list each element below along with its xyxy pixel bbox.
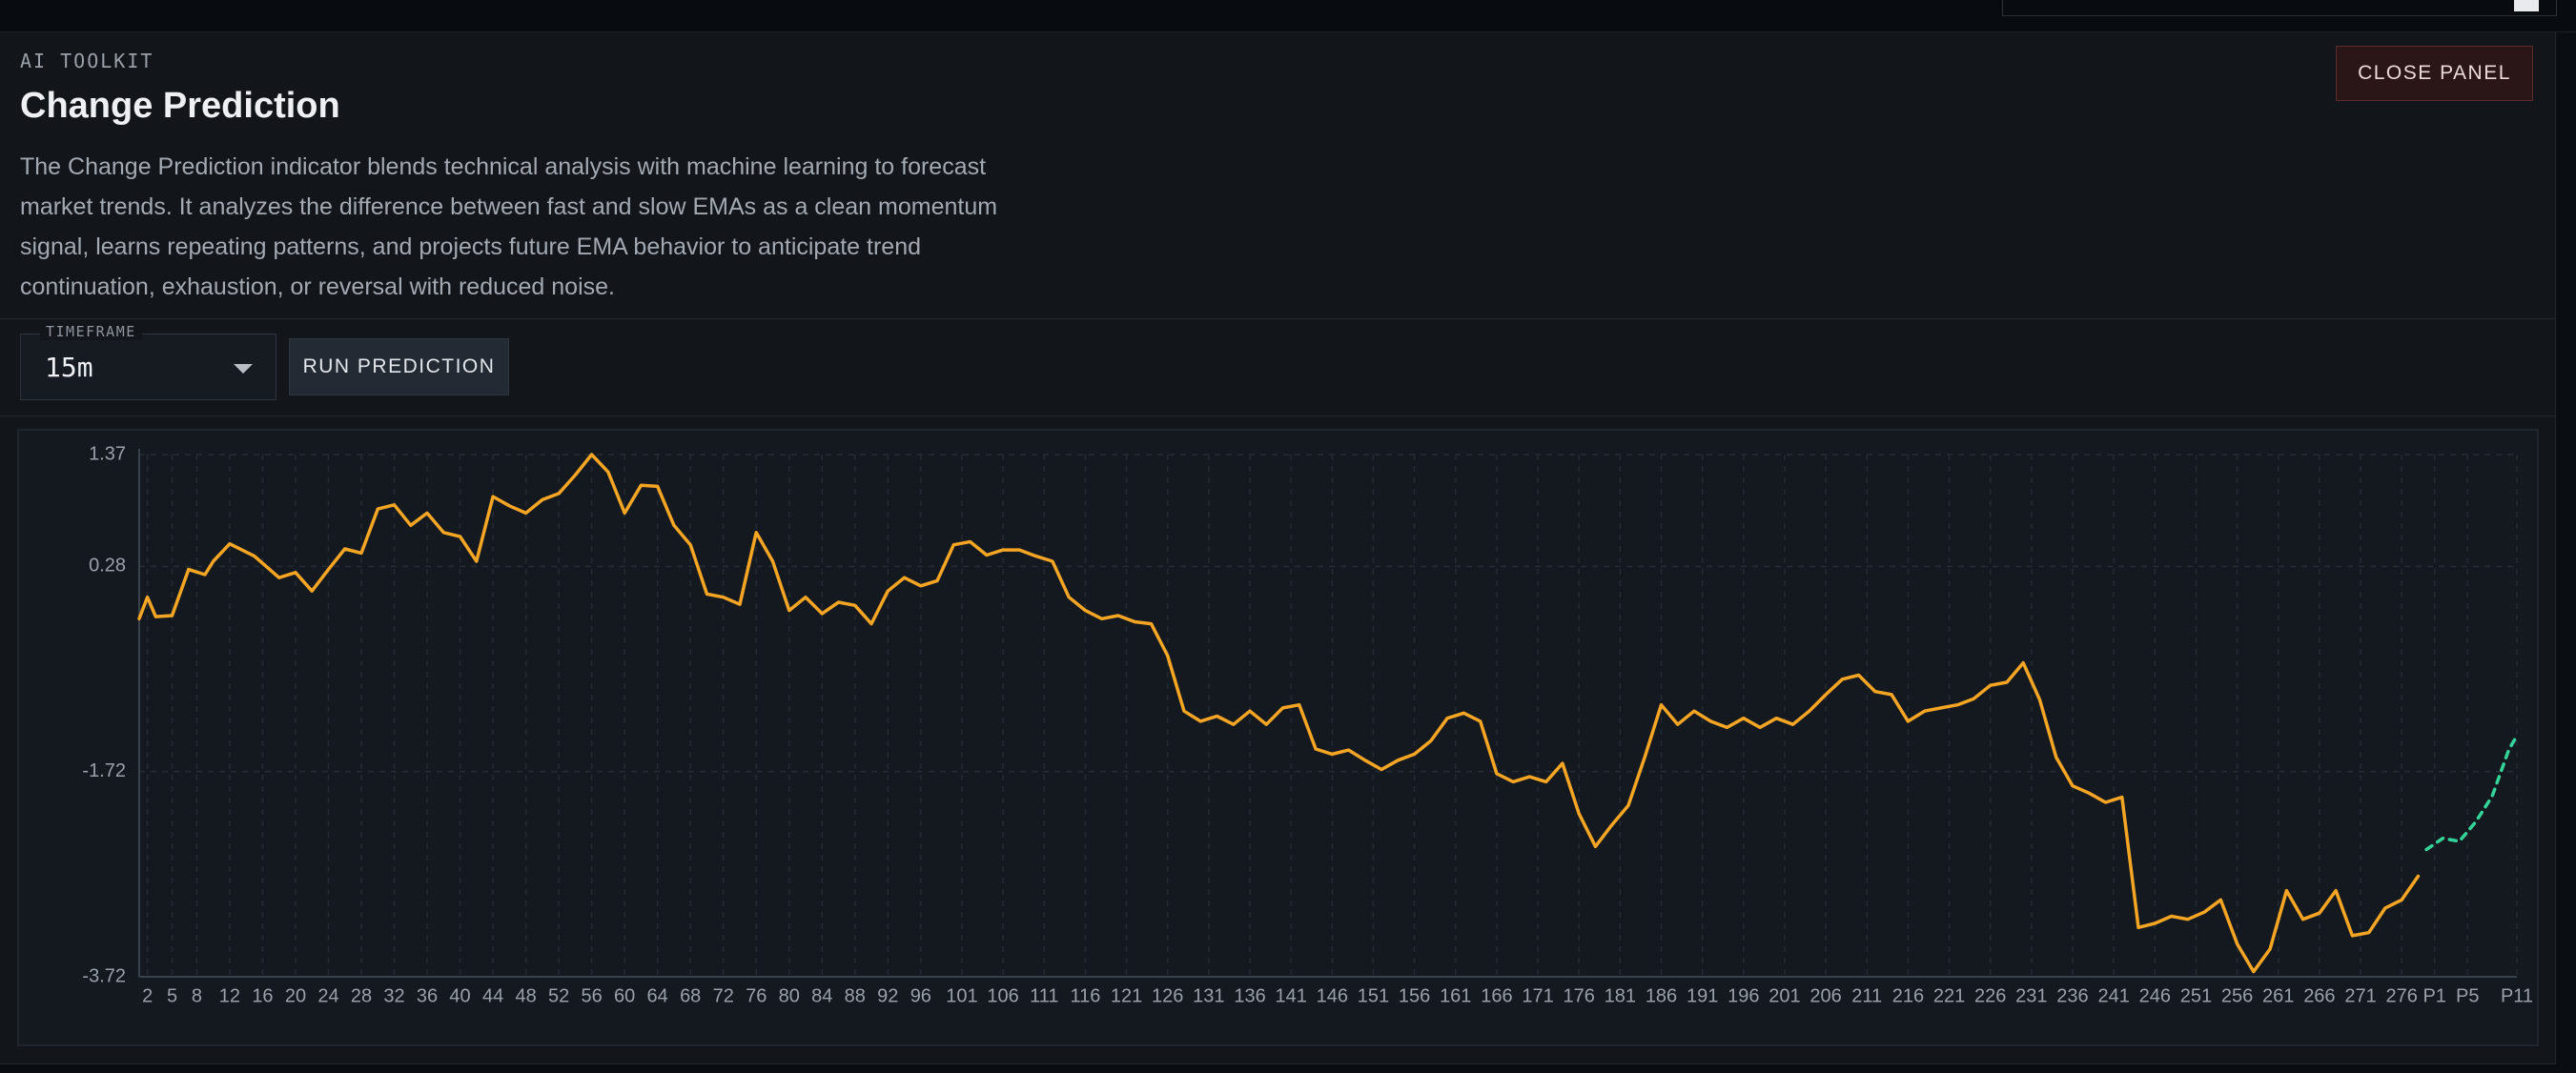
x-tick-label: 186	[1646, 985, 1677, 1006]
x-tick-label: P11	[2501, 985, 2533, 1006]
x-tick-label: 191	[1687, 985, 1718, 1006]
separator	[0, 318, 2555, 319]
x-tick-label: 216	[1892, 985, 1924, 1006]
run-button[interactable]: RUN PREDICTION	[289, 338, 509, 395]
x-tick-label: 241	[2097, 985, 2129, 1006]
x-tick-label: 101	[946, 985, 977, 1006]
x-tick-label: 206	[1809, 985, 1841, 1006]
x-tick-label: 20	[285, 985, 306, 1006]
x-tick-label: 176	[1564, 985, 1595, 1006]
y-tick-label: -1.72	[82, 760, 126, 781]
select-label: TIMEFRAME	[40, 323, 142, 340]
x-tick-label: 146	[1317, 985, 1348, 1006]
close-button[interactable]: CLOSE PANEL	[2336, 46, 2533, 101]
x-tick-label: 92	[877, 985, 898, 1006]
eyebrow: AI TOOLKIT	[20, 50, 154, 72]
x-tick-label: 271	[2344, 985, 2376, 1006]
x-tick-label: 64	[647, 985, 668, 1006]
x-tick-label: 131	[1193, 985, 1224, 1006]
x-tick-label: 236	[2056, 985, 2088, 1006]
x-tick-label: 28	[351, 985, 372, 1006]
description: The Change Prediction indicator blends t…	[20, 153, 998, 300]
series-line	[137, 453, 2421, 974]
x-tick-label: 166	[1481, 985, 1512, 1006]
x-tick-label: 181	[1605, 985, 1636, 1006]
panel-title: Change Prediction	[20, 86, 340, 126]
x-tick-label: 156	[1399, 985, 1430, 1006]
x-tick-label: 12	[219, 985, 240, 1006]
x-tick-label: 16	[252, 985, 273, 1006]
x-tick-label: 96	[910, 985, 931, 1006]
x-tick-label: 136	[1234, 985, 1265, 1006]
x-tick-label: 116	[1070, 985, 1100, 1006]
x-tick-label: 84	[811, 985, 832, 1006]
x-tick-label: 121	[1111, 985, 1142, 1006]
x-tick-label: 246	[2139, 985, 2171, 1006]
x-tick-label: 76	[746, 985, 767, 1006]
x-tick-label: 256	[2221, 985, 2253, 1006]
chart-frame	[17, 429, 2539, 1046]
x-tick-label: 5	[167, 985, 177, 1006]
x-tick-label: 261	[2262, 985, 2294, 1006]
x-tick-label: 201	[1768, 985, 1800, 1006]
x-tick-label: 32	[383, 985, 404, 1006]
x-tick-label: 72	[713, 985, 734, 1006]
x-tick-label: 161	[1440, 985, 1471, 1006]
x-tick-label: 266	[2303, 985, 2335, 1006]
series-line	[2424, 734, 2519, 852]
x-tick-label: 36	[417, 985, 438, 1006]
y-tick-label: 0.28	[89, 556, 126, 577]
x-tick-label: 68	[680, 985, 701, 1006]
x-tick-label: 221	[1933, 985, 1965, 1006]
x-tick-label: 251	[2180, 985, 2212, 1006]
x-tick-label: 52	[548, 985, 569, 1006]
x-tick-label: P1	[2423, 985, 2445, 1006]
caret	[234, 364, 253, 374]
x-tick-label: 276	[2385, 985, 2417, 1006]
x-tick-label: 196	[1728, 985, 1759, 1006]
x-tick-label: 106	[987, 985, 1018, 1006]
x-tick-label: 88	[845, 985, 866, 1006]
timeframe-select[interactable]: TIMEFRAME 15m	[20, 323, 276, 400]
x-tick-label: 226	[1974, 985, 2006, 1006]
x-tick-label: 24	[317, 985, 338, 1006]
y-tick-label: -3.72	[82, 965, 126, 986]
x-tick-label: 60	[614, 985, 635, 1006]
select-value: 15m	[45, 352, 93, 383]
top-bar	[0, 0, 2576, 32]
top-icon	[2514, 0, 2539, 11]
x-tick-label: 171	[1522, 985, 1553, 1006]
x-tick-label: 80	[779, 985, 800, 1006]
x-tick-label: 111	[1030, 985, 1058, 1006]
x-tick-label: 126	[1152, 985, 1183, 1006]
x-tick-label: 141	[1275, 985, 1306, 1006]
y-tick-label: 1.37	[89, 443, 126, 464]
x-tick-label: 44	[482, 985, 503, 1006]
x-tick-label: 56	[582, 985, 603, 1006]
x-tick-label: 2	[142, 985, 153, 1006]
x-tick-label: 8	[192, 985, 202, 1006]
x-tick-label: P5	[2456, 985, 2479, 1006]
separator	[0, 415, 2555, 416]
top-widget	[2002, 0, 2557, 16]
x-tick-label: 48	[515, 985, 536, 1006]
x-tick-label: 40	[449, 985, 470, 1006]
x-tick-label: 211	[1851, 985, 1882, 1006]
x-tick-label: 151	[1358, 985, 1389, 1006]
x-tick-label: 231	[2015, 985, 2047, 1006]
